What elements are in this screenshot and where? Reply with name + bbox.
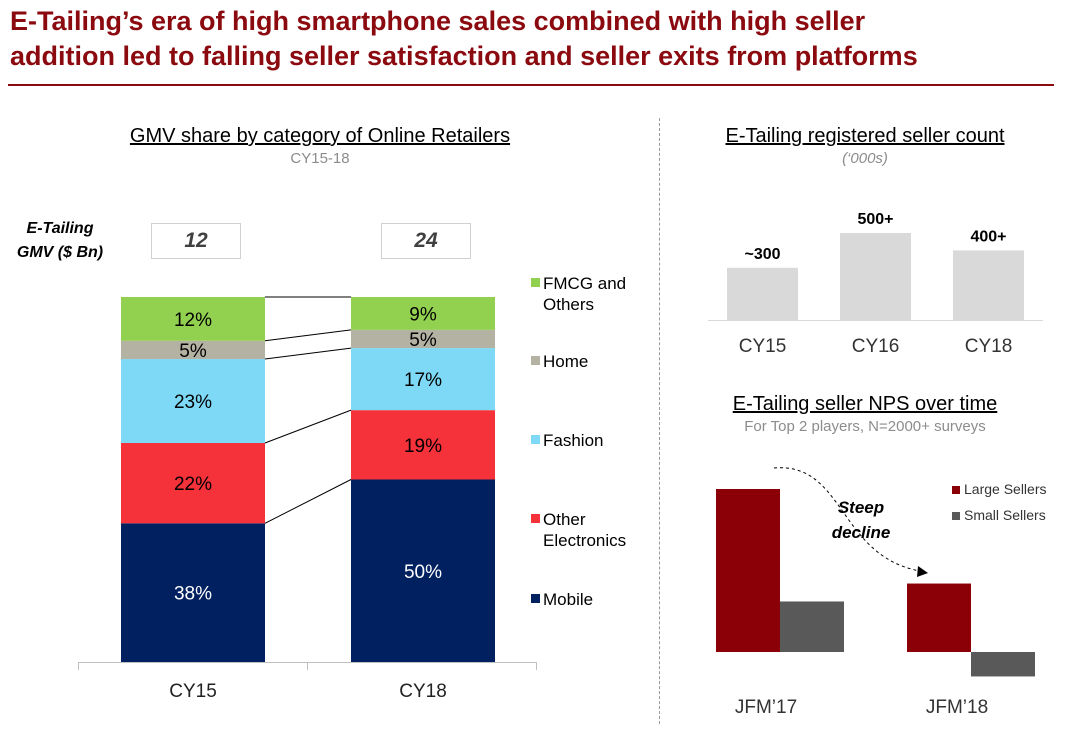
gmv-label-line-2: GMV ($ Bn) xyxy=(16,244,104,261)
x-tick-cy18: CY18 xyxy=(399,681,447,702)
gmv-value-box-cy18: 24 xyxy=(381,223,471,259)
bar-fashion-cy18 xyxy=(351,348,495,411)
nps-x-tick-jfm-18: JFM’18 xyxy=(926,697,988,718)
bar-fmcg-and-others-cy15 xyxy=(121,297,265,341)
nps-legend-swatch-large-sellers xyxy=(952,486,960,494)
data-label-other-electronics-cy18: 19% xyxy=(404,436,442,457)
seller-count-subtitle: (‘000s) xyxy=(842,150,888,167)
bar-mobile-cy15 xyxy=(121,523,265,662)
nps-bar-large-sellers-jfm-17 xyxy=(716,489,780,652)
seller-x-tick-cy15: CY15 xyxy=(739,336,787,357)
nps-bar-large-sellers-jfm-18 xyxy=(907,583,971,652)
data-label-fashion-cy15: 23% xyxy=(174,392,212,413)
decline-arrow-curve xyxy=(773,467,921,572)
legend-label-other-electronics: Other xyxy=(543,510,586,529)
gmv-chart-title: GMV share by category of Online Retailer… xyxy=(129,125,511,147)
title-underline xyxy=(8,84,1054,86)
data-label-mobile-cy18: 50% xyxy=(404,562,442,583)
panel-divider xyxy=(659,118,660,724)
x-tick-cy15: CY15 xyxy=(169,681,217,702)
data-label-fashion-cy18: 17% xyxy=(404,370,442,391)
title-line-2: addition led to falling seller satisfact… xyxy=(10,41,918,71)
legend-label-home: Home xyxy=(543,352,588,371)
bar-fmcg-and-others-cy18 xyxy=(351,297,495,330)
legend-label-mobile: Mobile xyxy=(543,590,593,609)
data-label-home-cy18: 5% xyxy=(409,330,437,351)
gmv-label: E-Tailing GMV ($ Bn) xyxy=(0,217,120,265)
seller-value-label-cy18: 400+ xyxy=(970,228,1006,245)
title-line-1: E-Tailing’s era of high smartphone sales… xyxy=(10,6,866,36)
data-label-fmcg-and-others-cy15: 12% xyxy=(174,310,212,331)
nps-title: E-Tailing seller NPS over time xyxy=(732,393,998,415)
nps-subtitle: For Top 2 players, N=2000+ surveys xyxy=(744,418,986,435)
steep-decline-annotation: Steep xyxy=(838,498,884,517)
legend-label-fmcg-and-others: Others xyxy=(543,295,594,314)
data-label-other-electronics-cy15: 22% xyxy=(174,474,212,495)
legend-label-fmcg-and-others: FMCG and xyxy=(543,274,626,293)
data-label-fmcg-and-others-cy18: 9% xyxy=(409,304,437,325)
seller-bar-cy16 xyxy=(840,233,911,320)
decline-arrow-head xyxy=(917,566,928,577)
gmv-stacked-chart: 38% 22% 23% 5% 12% CY15 50% 19% 17% 5% 9% CY18 FMCG … xyxy=(78,274,626,702)
legend-swatch-other-electronics xyxy=(531,514,540,523)
connector-line xyxy=(264,479,352,524)
legend-label-fashion: Fashion xyxy=(543,431,603,450)
nps-bar-small-sellers-jfm-18 xyxy=(971,652,1035,677)
bar-fashion-cy15 xyxy=(121,359,265,443)
bar-mobile-cy18 xyxy=(351,479,495,662)
legend-swatch-fmcg-and-others xyxy=(531,278,540,287)
bar-other-electronics-cy15 xyxy=(121,443,265,524)
connector-line xyxy=(264,347,352,360)
bar-home-cy18 xyxy=(351,329,495,349)
nps-legend-swatch-small-sellers xyxy=(952,512,960,520)
legend-swatch-mobile xyxy=(531,594,540,603)
connector-line xyxy=(264,409,352,444)
data-label-home-cy15: 5% xyxy=(179,341,207,362)
seller-bar-cy18 xyxy=(953,250,1024,320)
bar-other-electronics-cy18 xyxy=(351,410,495,480)
steep-decline-annotation: decline xyxy=(832,523,891,542)
nps-legend-label-large-sellers: Large Sellers xyxy=(964,481,1047,497)
connector-line xyxy=(264,329,352,342)
legend-label-other-electronics: Electronics xyxy=(543,531,626,550)
bar-home-cy15 xyxy=(121,340,265,360)
gmv-label-line-1: E-Tailing xyxy=(26,220,94,237)
gmv-value-box-cy15: 12 xyxy=(151,223,241,259)
legend-swatch-fashion xyxy=(531,435,540,444)
legend-swatch-home xyxy=(531,356,540,365)
page-title: E-Tailing’s era of high smartphone sales… xyxy=(10,4,1060,74)
seller-count-chart: ~300 CY15 500+ CY16 400+ CY18 xyxy=(708,211,1043,357)
seller-value-label-cy15: ~300 xyxy=(744,246,780,263)
gmv-chart-subtitle: CY15-18 xyxy=(290,150,350,167)
seller-bar-cy15 xyxy=(727,267,798,320)
seller-value-label-cy16: 500+ xyxy=(857,211,893,228)
nps-bar-small-sellers-jfm-17 xyxy=(780,601,844,652)
nps-x-tick-jfm-17: JFM’17 xyxy=(735,697,797,718)
seller-x-tick-cy18: CY18 xyxy=(965,336,1013,357)
data-label-mobile-cy15: 38% xyxy=(174,584,212,605)
nps-chart: JFM’17 JFM’18 Large Sellers Small Sellers St… xyxy=(716,467,1047,718)
seller-x-tick-cy16: CY16 xyxy=(852,336,900,357)
seller-count-title: E-Tailing registered seller count xyxy=(725,125,1005,147)
nps-legend-label-small-sellers: Small Sellers xyxy=(964,507,1046,523)
